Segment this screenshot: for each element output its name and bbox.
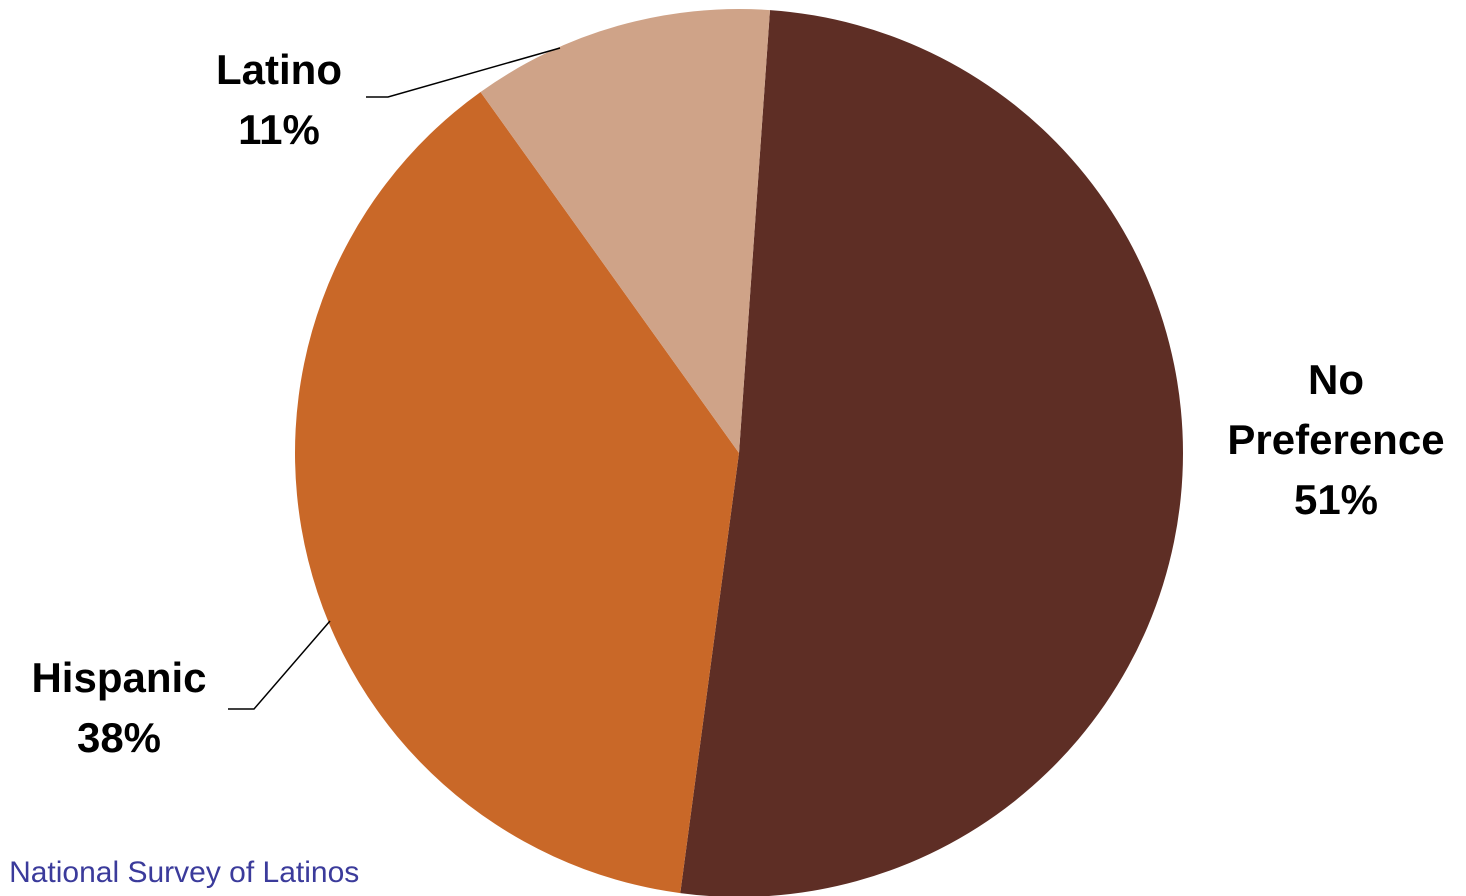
pie-slice-no-preference — [680, 10, 1183, 896]
source-note: 2009 National Survey of Latinos — [0, 856, 360, 889]
slice-value-label: 51% — [1294, 476, 1378, 523]
slice-labels: No Preference 51% Hispanic 38% Latino 11% — [31, 46, 1444, 761]
pie-slice-hispanic — [294, 91, 739, 894]
slice-name-label: No — [1308, 356, 1364, 403]
slice-label-latino: Latino 11% — [216, 46, 342, 153]
leader-line-latino — [366, 47, 561, 98]
leader-line-hispanic — [228, 620, 331, 710]
slice-value-label: 11% — [238, 106, 320, 153]
leader-lines — [228, 47, 561, 710]
slice-name-label: Preference — [1227, 416, 1444, 463]
slice-name-label: Hispanic — [31, 654, 206, 701]
pie-slices — [294, 9, 1183, 896]
slice-value-label: 38% — [77, 714, 161, 761]
slice-label-no-preference: No Preference 51% — [1227, 356, 1444, 523]
slice-label-hispanic: Hispanic 38% — [31, 654, 206, 761]
slice-name-label: Latino — [216, 46, 342, 93]
pie-slice-latino — [480, 9, 770, 454]
